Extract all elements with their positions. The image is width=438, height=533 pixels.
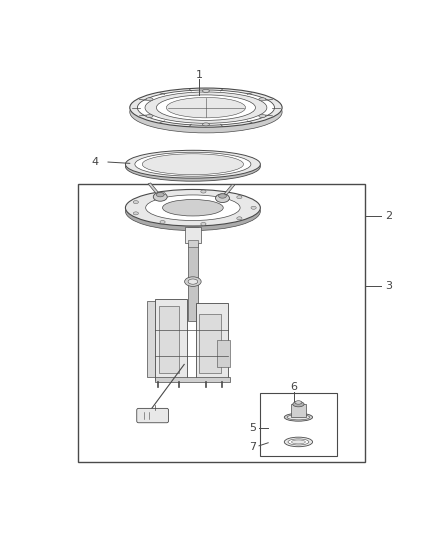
Text: 1: 1 <box>196 70 203 80</box>
Bar <box>155 299 187 379</box>
Ellipse shape <box>146 98 153 101</box>
Ellipse shape <box>130 88 282 127</box>
Ellipse shape <box>145 92 267 123</box>
Ellipse shape <box>130 91 282 133</box>
Ellipse shape <box>293 401 304 407</box>
Bar <box>196 303 228 379</box>
Ellipse shape <box>153 192 167 201</box>
Text: 6: 6 <box>290 383 297 392</box>
Bar <box>199 314 221 373</box>
Ellipse shape <box>251 206 256 209</box>
Bar <box>217 341 230 367</box>
Ellipse shape <box>201 190 206 193</box>
Ellipse shape <box>215 194 230 203</box>
Ellipse shape <box>125 151 260 181</box>
Ellipse shape <box>284 437 313 447</box>
Ellipse shape <box>202 90 209 92</box>
Bar <box>260 393 336 456</box>
Ellipse shape <box>287 415 310 420</box>
Text: 3: 3 <box>385 281 392 291</box>
Polygon shape <box>224 184 235 195</box>
Bar <box>188 228 198 321</box>
Ellipse shape <box>125 192 260 231</box>
Bar <box>147 301 156 377</box>
Ellipse shape <box>288 439 309 445</box>
Ellipse shape <box>146 195 240 221</box>
Ellipse shape <box>146 115 153 118</box>
Ellipse shape <box>160 221 165 223</box>
Ellipse shape <box>156 95 255 120</box>
Ellipse shape <box>135 152 251 176</box>
Ellipse shape <box>237 217 242 220</box>
Text: 7: 7 <box>249 442 257 452</box>
Ellipse shape <box>188 279 198 284</box>
Ellipse shape <box>284 414 313 421</box>
Ellipse shape <box>202 123 209 126</box>
Ellipse shape <box>201 222 206 225</box>
Text: 2: 2 <box>385 212 392 221</box>
Ellipse shape <box>237 196 242 199</box>
Ellipse shape <box>219 194 226 198</box>
Ellipse shape <box>259 98 266 101</box>
Ellipse shape <box>156 192 164 197</box>
Text: 5: 5 <box>250 423 256 433</box>
Ellipse shape <box>125 189 260 226</box>
Polygon shape <box>148 183 159 193</box>
Ellipse shape <box>160 192 165 195</box>
Bar <box>159 305 179 373</box>
Ellipse shape <box>133 212 138 215</box>
Ellipse shape <box>162 199 223 216</box>
Bar <box>155 377 230 382</box>
Ellipse shape <box>125 150 260 178</box>
Bar <box>185 228 201 243</box>
Ellipse shape <box>166 98 246 118</box>
Ellipse shape <box>185 277 201 286</box>
Ellipse shape <box>295 401 302 404</box>
Ellipse shape <box>133 200 138 204</box>
Ellipse shape <box>142 154 244 175</box>
Bar <box>187 240 198 247</box>
Bar <box>290 404 306 417</box>
Text: 4: 4 <box>92 157 99 167</box>
Bar <box>78 184 365 462</box>
Ellipse shape <box>291 440 305 444</box>
Ellipse shape <box>138 90 275 125</box>
Ellipse shape <box>259 115 266 118</box>
FancyBboxPatch shape <box>137 408 169 423</box>
